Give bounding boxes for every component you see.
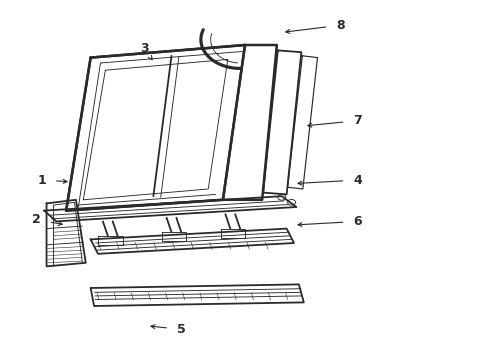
Text: 4: 4 <box>353 174 362 186</box>
Text: 3: 3 <box>140 42 149 55</box>
Text: 1: 1 <box>37 174 46 186</box>
Text: 6: 6 <box>353 215 362 228</box>
Text: 7: 7 <box>353 114 362 127</box>
Text: 8: 8 <box>336 19 345 32</box>
Text: 2: 2 <box>32 213 41 226</box>
Text: 5: 5 <box>177 323 186 336</box>
